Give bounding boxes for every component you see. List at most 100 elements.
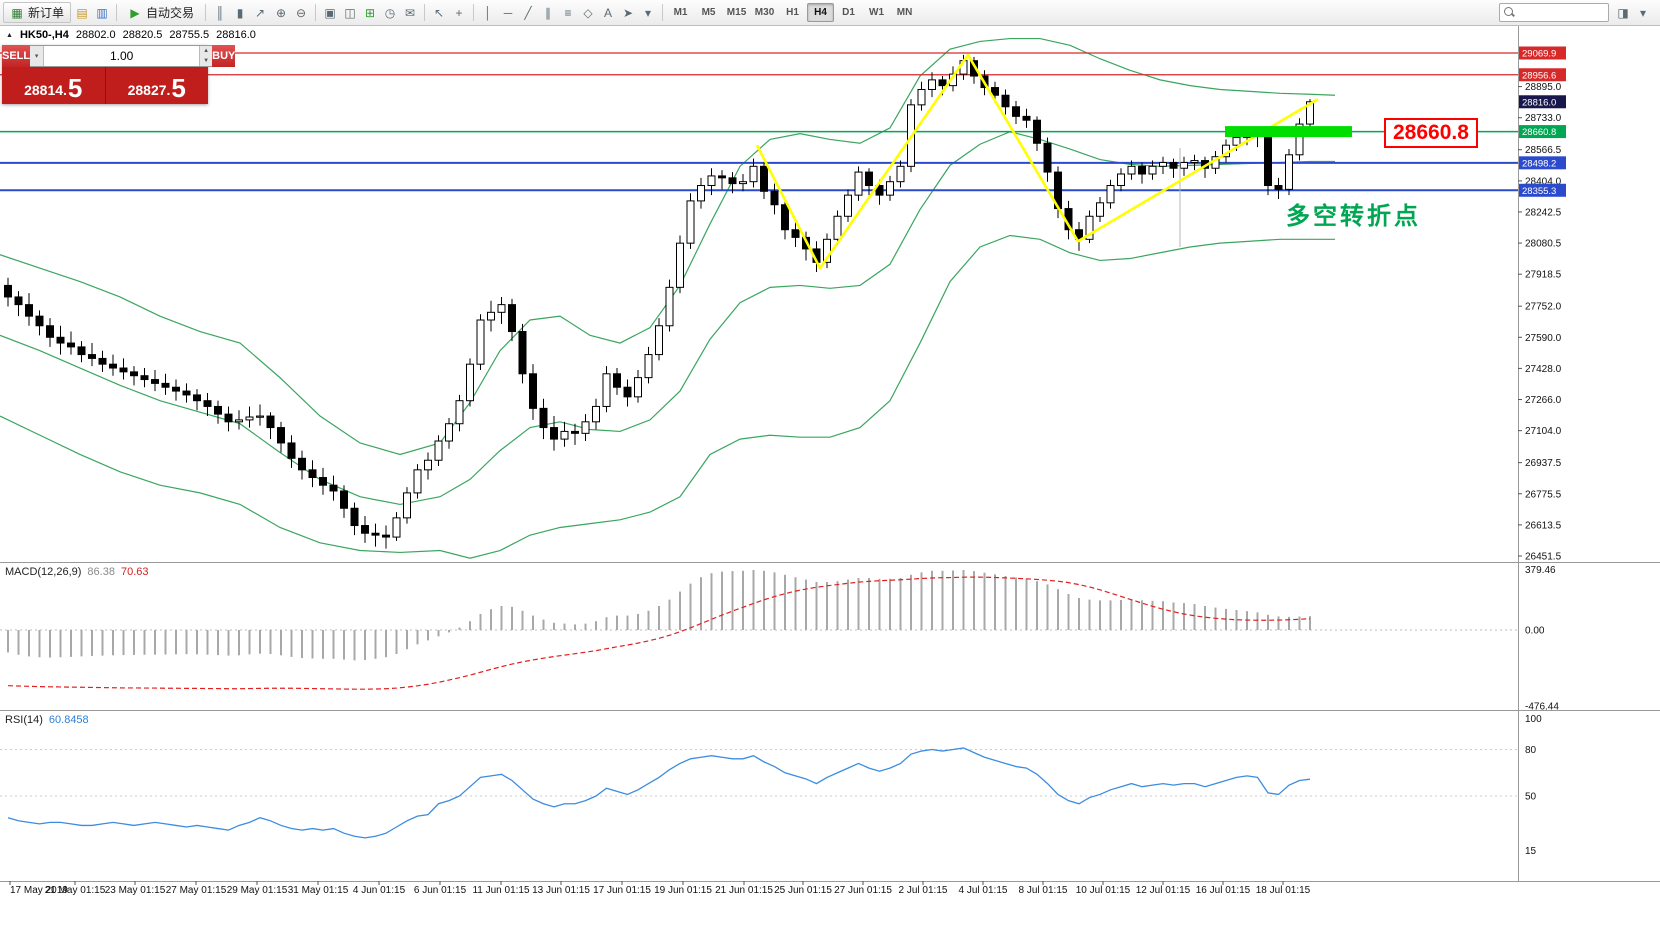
object-icon-group: │ ─ ╱ ∥ ≡ ◇ A ➤ ▾ [478, 3, 658, 23]
price-level-annotation[interactable]: 28660.8 [1384, 118, 1478, 148]
toolbar-right-group: ◨ ▾ [1499, 3, 1653, 23]
charts-icon[interactable]: ▤ [76, 5, 88, 20]
timeframe-h1[interactable]: H1 [786, 7, 799, 18]
sell-button[interactable]: SELL [2, 45, 31, 67]
cursor-icon-group: ↖ + [429, 3, 469, 23]
svg-text:100: 100 [1525, 714, 1542, 725]
timeframe-m15[interactable]: M15 [726, 7, 747, 18]
toolbar-separator [662, 4, 664, 21]
svg-text:13 Jun 01:15: 13 Jun 01:15 [532, 885, 590, 896]
profiles-icon[interactable]: ▥ [96, 5, 108, 20]
zoom-in-icon[interactable]: ⊕ [276, 5, 287, 20]
auto-arrange-icon[interactable]: ▣ [324, 5, 336, 20]
buy-button[interactable]: BUY [212, 45, 236, 67]
svg-text:8 Jul 01:15: 8 Jul 01:15 [1019, 885, 1068, 896]
timeframe-w1[interactable]: W1 [869, 7, 885, 18]
volume-down-icon[interactable]: ▼ [200, 56, 213, 66]
svg-text:28404.0: 28404.0 [1525, 176, 1562, 187]
svg-text:29069.9: 29069.9 [1522, 49, 1556, 60]
crosshair-icon[interactable]: + [455, 5, 463, 20]
equidistant-channel-icon[interactable]: ∥ [545, 5, 552, 20]
timeframe-d1[interactable]: D1 [842, 7, 855, 18]
zoom-icon-group: ⊕ ⊖ [271, 3, 311, 23]
chart-window-icon[interactable]: ◨ [1617, 5, 1629, 20]
toolbar-dropdown-icon[interactable]: ▾ [1639, 5, 1647, 20]
high-value: 28820.5 [122, 29, 163, 41]
auto-trading-label: 自动交易 [146, 6, 195, 20]
shapes-icon[interactable]: ◇ [583, 5, 593, 20]
auto-trading-button[interactable]: ▶ 自动交易 [121, 2, 201, 23]
volume-dropdown-icon[interactable]: ▾ [30, 46, 45, 66]
svg-text:27104.0: 27104.0 [1525, 426, 1562, 437]
search-input[interactable] [1518, 6, 1598, 19]
candlestick-chart-icon[interactable]: ▮ [236, 5, 244, 20]
volume-up-icon[interactable]: ▲ [200, 46, 213, 56]
svg-text:27 May 01:15: 27 May 01:15 [166, 885, 227, 896]
svg-text:28660.8: 28660.8 [1522, 127, 1556, 138]
svg-text:27590.0: 27590.0 [1525, 333, 1562, 344]
text-label-icon[interactable]: A [604, 5, 613, 20]
svg-text:12 Jul 01:15: 12 Jul 01:15 [1136, 885, 1191, 896]
svg-text:28956.6: 28956.6 [1522, 70, 1556, 81]
svg-text:10 Jul 01:15: 10 Jul 01:15 [1076, 885, 1131, 896]
sell-price-pip: 5 [67, 73, 83, 103]
svg-text:19 Jun 01:15: 19 Jun 01:15 [654, 885, 712, 896]
buy-price[interactable]: 28827. 5 [106, 67, 209, 104]
svg-text:50: 50 [1525, 792, 1537, 803]
tile-windows-icon[interactable]: ◫ [344, 5, 356, 20]
search-icon [1504, 7, 1515, 18]
strategy-tester-icon[interactable]: ◷ [384, 5, 396, 20]
line-chart-icon[interactable]: ↗ [255, 5, 266, 20]
timeframe-m5[interactable]: M5 [701, 7, 716, 18]
cursor-icon[interactable]: ↖ [434, 5, 445, 20]
svg-text:27266.0: 27266.0 [1525, 395, 1562, 406]
svg-text:28355.3: 28355.3 [1522, 186, 1556, 197]
zoom-out-icon[interactable]: ⊖ [296, 5, 307, 20]
timeframe-m30[interactable]: M30 [754, 7, 775, 18]
svg-text:28080.5: 28080.5 [1525, 239, 1562, 250]
svg-text:21 Jun 01:15: 21 Jun 01:15 [715, 885, 773, 896]
chart-ohlc-header: ▲ HK50-,H4 28802.0 28820.5 28755.5 28816… [6, 29, 256, 41]
svg-text:28566.5: 28566.5 [1525, 145, 1562, 156]
sell-price-main: 28814. [24, 82, 67, 98]
timeframe-mn[interactable]: MN [896, 7, 913, 18]
svg-text:29 May 01:15: 29 May 01:15 [227, 885, 288, 896]
close-value: 28816.0 [216, 29, 256, 41]
arrows-icon[interactable]: ➤ [623, 5, 634, 20]
svg-text:25 Jun 01:15: 25 Jun 01:15 [774, 885, 832, 896]
vertical-line-icon[interactable]: │ [484, 5, 492, 20]
timeframe-group: M1 M5 M15 M30 H1 H4 D1 W1 MN [667, 3, 918, 22]
bar-chart-icon[interactable]: ║ [215, 5, 225, 20]
volume-box: ▾ ▲ ▼ [30, 45, 213, 67]
svg-text:4 Jun 01:15: 4 Jun 01:15 [353, 885, 406, 896]
new-chart-icon[interactable]: ⊞ [365, 5, 376, 20]
new-order-label: 新订单 [28, 6, 65, 20]
svg-text:27 Jun 01:15: 27 Jun 01:15 [834, 885, 892, 896]
fibonacci-icon[interactable]: ≡ [564, 5, 572, 20]
svg-text:16 Jul 01:15: 16 Jul 01:15 [1196, 885, 1251, 896]
macd-indicator-label: MACD(12,26,9) 86.38 70.63 [5, 566, 148, 578]
sell-price[interactable]: 28814. 5 [2, 67, 106, 104]
toolbar-separator [205, 4, 207, 21]
objects-dropdown-icon[interactable]: ▾ [645, 5, 652, 20]
buy-price-pip: 5 [171, 73, 186, 103]
svg-text:23 May 01:15: 23 May 01:15 [105, 885, 166, 896]
window-icon-group: ▣ ◫ ⊞ ◷ ✉ [320, 3, 420, 23]
mailbox-icon[interactable]: ✉ [405, 5, 416, 20]
right-icon-group: ◨ ▾ [1613, 3, 1653, 23]
svg-text:0.00: 0.00 [1525, 626, 1545, 637]
svg-text:17 May 2019: 17 May 2019 [10, 885, 68, 896]
horizontal-line-icon[interactable]: ─ [503, 5, 513, 20]
timeframe-m1[interactable]: M1 [673, 7, 688, 18]
svg-text:26775.5: 26775.5 [1525, 489, 1562, 500]
toolbar-separator [424, 4, 426, 21]
volume-stepper[interactable]: ▲ ▼ [199, 46, 213, 66]
toolbar-separator [473, 4, 475, 21]
volume-input[interactable] [44, 46, 200, 66]
new-order-button[interactable]: ▦ 新订单 [3, 2, 72, 23]
macd-signal-value: 70.63 [120, 566, 149, 578]
trendline-icon[interactable]: ╱ [524, 5, 532, 20]
timeframe-h4[interactable]: H4 [807, 3, 835, 22]
open-value: 28802.0 [75, 29, 116, 41]
